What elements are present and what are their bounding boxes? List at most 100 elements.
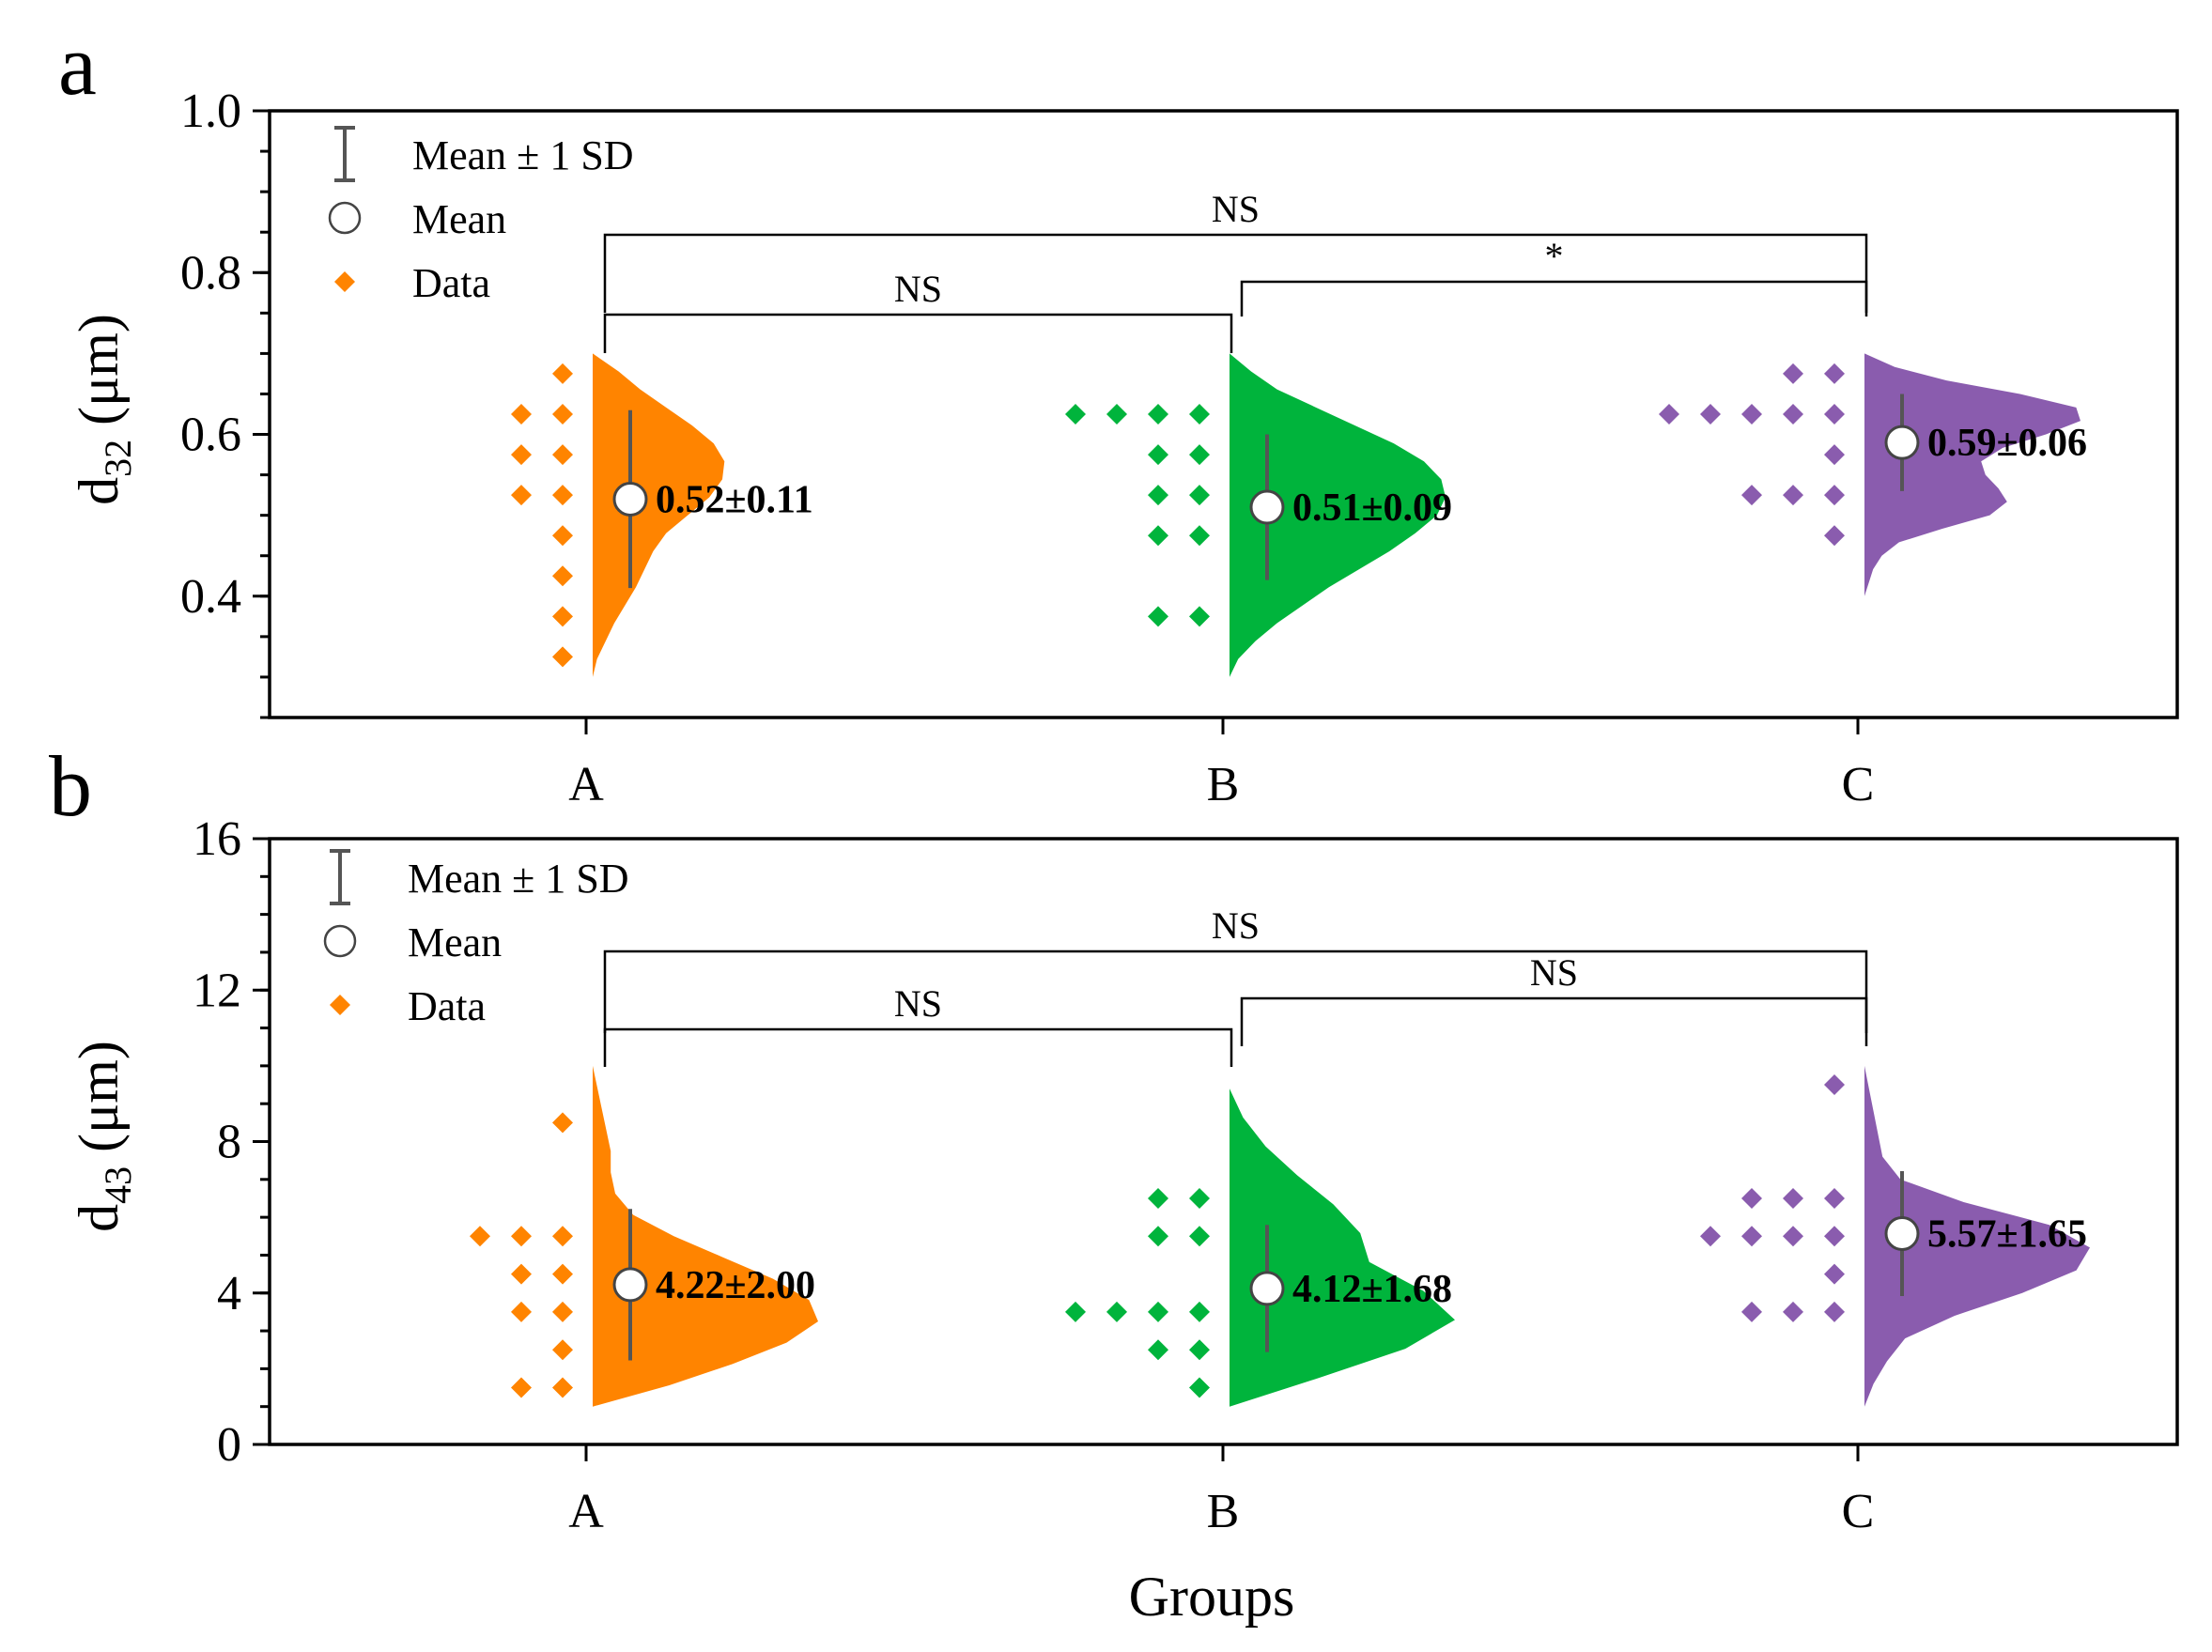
legend-label-errorbar: Mean ± 1 SD [408,856,629,902]
significance-bracket-AC [603,233,1868,313]
y-tick-label: 4 [217,1267,241,1320]
y-tick-label: 0 [217,1418,241,1472]
mean-marker-B [1249,1271,1285,1306]
significance-bracket-AC [603,950,1868,1033]
legend-label-mean: Mean [408,919,502,965]
data-point-C [1824,1074,1845,1096]
data-point-B [1189,404,1210,425]
data-point-B [1148,444,1168,466]
data-point-B [1148,404,1168,425]
data-point-C [1824,1187,1845,1209]
data-point-B [1148,1187,1168,1209]
data-point-C [1824,404,1845,425]
mean-marker-C [1884,425,1920,460]
data-point-B [1189,1339,1210,1361]
legend: Mean ± 1 SD Mean Data [323,849,629,1029]
stat-label-A: 0.52±0.11 [656,478,813,521]
data-point-C [1741,485,1762,506]
violin-B [1230,1088,1455,1407]
x-tick-label-C: C [1842,758,1875,811]
significance-label-AB: NS [894,982,942,1025]
mean-marker-A [612,481,648,517]
data-point-C [1741,404,1762,425]
y-tick-label: 0.8 [180,246,241,300]
data-point-A [552,1263,573,1285]
x-tick-label-A: A [568,758,604,811]
data-point-C [1741,1187,1762,1209]
data-point-C [1700,1226,1721,1247]
data-point-C [1783,1301,1803,1322]
data-point-C [1783,1187,1803,1209]
y-tick-label: 8 [217,1116,241,1169]
data-point-B [1189,1301,1210,1322]
significance-label-BC: NS [1530,951,1578,994]
data-point-A [552,646,573,668]
mean-marker-B [1249,489,1285,525]
data-point-A [552,444,573,466]
data-point-B [1189,1226,1210,1247]
legend-mean-icon [323,924,357,958]
data-point-A [552,363,573,384]
violin-A [593,1065,818,1407]
data-point-B [1148,1226,1168,1247]
data-point-C [1783,485,1803,506]
significance-bracket-BC [1240,996,1868,1046]
data-point-A [552,1339,573,1361]
panel-b: b d43 (μm) 0 4 8 12 16 A B C 4.22±2.00 4.12±1.68 5… [49,738,2179,1628]
panel-letter-a: a [58,17,97,113]
data-point-B [1148,485,1168,506]
data-point-C [1783,363,1803,384]
violin-C [1864,1065,2090,1407]
data-point-B [1189,1377,1210,1398]
data-point-C [1824,485,1845,506]
x-tick-label-B: B [1207,1485,1240,1538]
stat-label-B: 0.51±0.09 [1292,486,1452,530]
data-point-C [1824,444,1845,466]
data-point-A [511,404,532,425]
data-point-C [1783,1226,1803,1247]
data-point-B [1189,606,1210,627]
significance-bracket-AB [603,313,1233,353]
legend-mean-icon [328,201,362,235]
stat-label-B: 4.12±1.68 [1292,1268,1452,1311]
data-point-C [1824,1301,1845,1322]
data-point-B [1189,1187,1210,1209]
data-point-A [552,525,573,547]
stat-label-A: 4.22±2.00 [656,1264,815,1307]
legend-label-errorbar: Mean ± 1 SD [412,132,634,178]
data-point-A [511,485,532,506]
data-point-B [1148,1339,1168,1361]
x-axis-title: Groups [1129,1566,1295,1628]
violin-C [1864,353,2081,596]
significance-label-AC: NS [1212,188,1260,230]
plot-area-a: 0.4 0.6 0.8 1.0 A B C 0.52±0.11 0.51±0.09 0.59±0.… [180,85,2179,811]
data-point-B [1148,1301,1168,1322]
data-point-B [1065,1301,1086,1322]
data-point-C [1659,404,1679,425]
mean-marker-A [612,1267,648,1303]
y-tick-label: 1.0 [180,85,241,138]
plot-area-b: 0 4 8 12 16 A B C 4.22±2.00 4.12±1.68 5.57±1.65 NS N… [193,812,2179,1538]
data-point-A [552,1226,573,1247]
data-point-A [511,1263,532,1285]
legend-label-mean: Mean [412,196,506,242]
significance-label-AB: NS [894,268,942,310]
data-point-C [1741,1226,1762,1247]
data-point-A [511,444,532,466]
data-point-C [1824,363,1845,384]
x-tick-label-C: C [1842,1485,1875,1538]
stat-label-C: 5.57±1.65 [1927,1212,2087,1256]
legend: Mean ± 1 SD Mean Data [328,126,634,306]
stat-label-C: 0.59±0.06 [1927,422,2087,465]
data-point-B [1148,606,1168,627]
y-tick-label: 0.6 [180,409,241,462]
data-point-A [511,1226,532,1247]
data-point-C [1824,1263,1845,1285]
data-point-A [552,404,573,425]
data-point-B [1189,444,1210,466]
legend-label-data: Data [408,983,486,1029]
data-point-C [1741,1301,1762,1322]
data-point-A [552,565,573,587]
y-axis-title-b: d43 (μm) [68,1041,139,1232]
